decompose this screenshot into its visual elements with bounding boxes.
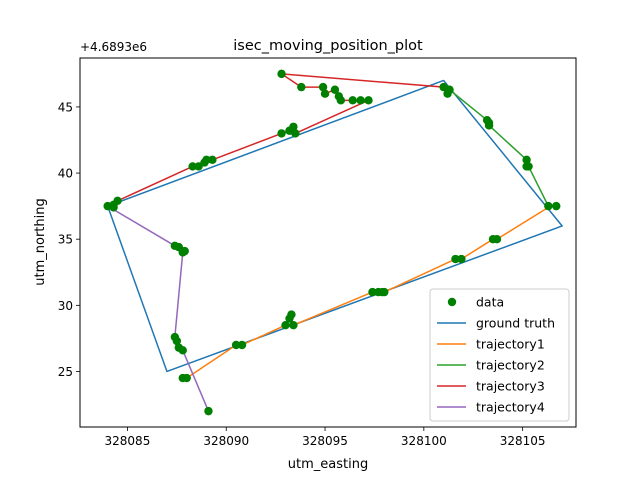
legend-marker-data <box>447 297 457 307</box>
y-axis: 25 30 35 40 45 <box>58 100 80 379</box>
legend-label: data <box>476 295 504 310</box>
data-point <box>522 155 531 165</box>
legend-label: trajectory2 <box>476 358 545 373</box>
data-point <box>445 85 454 94</box>
data-point <box>208 155 217 165</box>
data-point <box>368 287 377 297</box>
data-point <box>289 320 298 330</box>
y-tick-label: 35 <box>58 233 73 247</box>
data-point <box>188 162 197 171</box>
plot-frame <box>79 57 577 428</box>
data-point <box>231 340 241 350</box>
chart-title: isec_moving_position_plot <box>233 38 423 54</box>
x-tick-label: 328090 <box>203 434 249 448</box>
x-axis: 328085 328090 328095 328100 328105 <box>105 427 546 448</box>
legend-frame <box>429 288 570 422</box>
y-offset-label: +4.6893e6 <box>80 40 147 54</box>
data-point <box>287 310 296 319</box>
legend-label: trajectory1 <box>476 337 545 352</box>
legend-label: trajectory3 <box>476 379 545 394</box>
legend-label: trajectory4 <box>476 400 545 415</box>
data-point <box>348 96 357 105</box>
data-point <box>178 346 187 355</box>
data-point <box>194 162 203 171</box>
data-point <box>492 234 502 244</box>
series-line-trajectory4 <box>106 205 210 413</box>
data-point <box>237 340 247 350</box>
data-point <box>552 201 561 211</box>
data-points-layer <box>103 69 561 416</box>
y-tick-label: 45 <box>58 100 73 114</box>
legend: data ground truth trajectory1 trajectory2 tr… <box>429 288 570 422</box>
data-point <box>281 320 290 330</box>
x-tick-label: 328085 <box>105 434 151 448</box>
data-point <box>484 118 494 128</box>
data-point <box>320 89 330 98</box>
y-axis-label: utm_northing <box>33 198 48 285</box>
data-point <box>451 254 460 264</box>
data-point <box>330 85 340 94</box>
y-tick-label: 40 <box>58 167 73 181</box>
data-point <box>318 82 328 92</box>
y-tick-label: 30 <box>58 299 73 313</box>
data-point <box>356 96 365 105</box>
data-point <box>204 406 213 416</box>
data-point <box>524 162 533 171</box>
data-point <box>277 69 286 79</box>
data-point <box>277 129 286 138</box>
data-point <box>297 82 306 92</box>
data-point <box>364 96 373 105</box>
data-point <box>109 203 118 212</box>
data-point <box>170 332 180 342</box>
series-line-ground-truth <box>106 79 563 373</box>
data-point <box>289 122 298 131</box>
data-point <box>178 373 187 383</box>
data-point <box>380 287 389 297</box>
x-axis-label: utm_easting <box>288 457 368 472</box>
data-point <box>336 96 346 105</box>
data-point <box>544 201 553 211</box>
data-point <box>113 196 122 206</box>
x-tick-label: 328105 <box>500 434 546 448</box>
data-point <box>180 246 189 256</box>
data-point <box>291 129 300 138</box>
legend-label: ground truth <box>476 316 555 331</box>
data-point <box>457 254 466 264</box>
x-tick-label: 328100 <box>401 434 447 448</box>
data-point <box>202 155 211 165</box>
series-line-trajectory2 <box>442 86 557 207</box>
x-tick-label: 328095 <box>302 434 348 448</box>
y-tick-label: 25 <box>58 365 73 379</box>
